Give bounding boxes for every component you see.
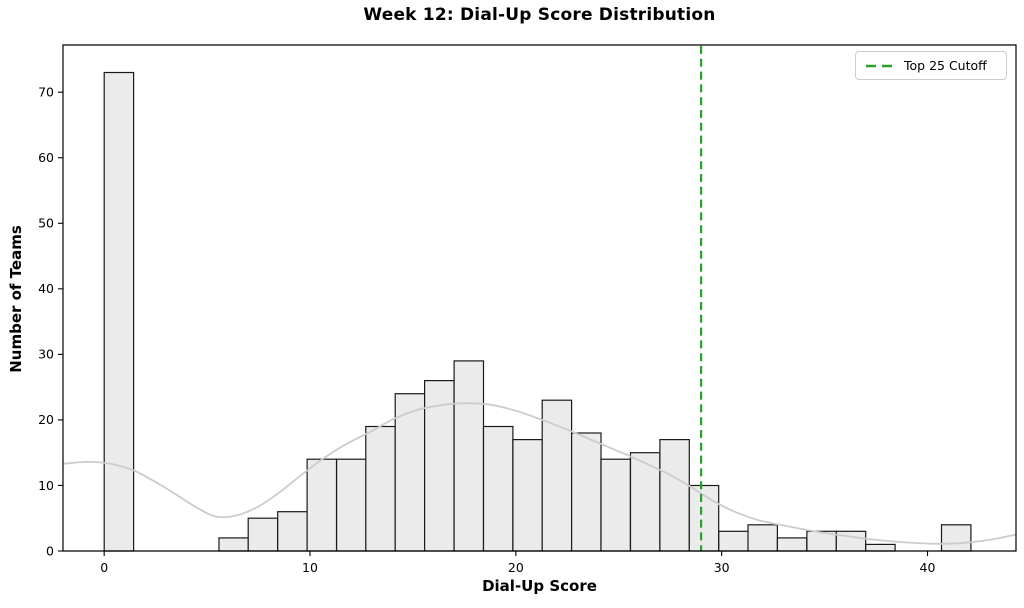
plot-spines (62, 44, 1017, 552)
histogram-bar (865, 543, 896, 552)
histogram-bar (747, 524, 778, 552)
histogram-bars (103, 71, 972, 552)
histogram-bar (218, 537, 249, 552)
histogram-bar (835, 530, 867, 552)
histogram-bar (103, 71, 135, 552)
kde-path (62, 402, 1017, 545)
histogram-bar (365, 425, 396, 552)
y-tick-label: 40 (38, 281, 54, 296)
chart-title: Week 12: Dial-Up Score Distribution (363, 5, 716, 25)
y-tick-label: 20 (38, 412, 54, 427)
x-axis-ticks: 0 10 20 30 40 (100, 551, 935, 575)
histogram-bar (482, 425, 514, 552)
x-tick-label: 20 (508, 560, 524, 575)
x-tick-label: 30 (714, 560, 730, 575)
histogram-bar (940, 524, 972, 552)
x-tick-label: 0 (100, 560, 108, 575)
histogram-bar (659, 439, 690, 552)
legend-label: Top 25 Cutoff (904, 58, 987, 73)
x-tick-label: 40 (920, 560, 936, 575)
histogram-bar (600, 458, 631, 552)
legend-dash-icon (866, 64, 894, 67)
y-tick-label: 50 (38, 216, 54, 231)
histogram-bar (453, 360, 485, 552)
histogram-bar (541, 399, 573, 552)
histogram-bar (247, 517, 279, 552)
histogram-bar (776, 537, 808, 552)
histogram-bar (277, 511, 308, 552)
kde-curve (62, 402, 1017, 545)
y-tick-label: 60 (38, 150, 54, 165)
y-axis-ticks: 0 10 20 30 40 50 60 70 (38, 84, 63, 558)
y-axis-label: Number of Teams (7, 225, 25, 373)
histogram-bar (336, 458, 367, 552)
histogram-bar (718, 530, 749, 552)
histogram-bar (512, 439, 543, 552)
histogram-bar (306, 458, 338, 552)
histogram-bar (570, 432, 602, 552)
histogram-bar (394, 393, 426, 552)
y-tick-label: 30 (38, 347, 54, 362)
y-tick-label: 0 (46, 543, 54, 558)
y-tick-label: 10 (38, 478, 54, 493)
y-tick-label: 70 (38, 84, 54, 99)
legend: Top 25 Cutoff (855, 51, 1007, 80)
histogram-bar (688, 484, 720, 552)
x-axis-label: Dial-Up Score (482, 577, 597, 595)
x-tick-label: 10 (302, 560, 318, 575)
